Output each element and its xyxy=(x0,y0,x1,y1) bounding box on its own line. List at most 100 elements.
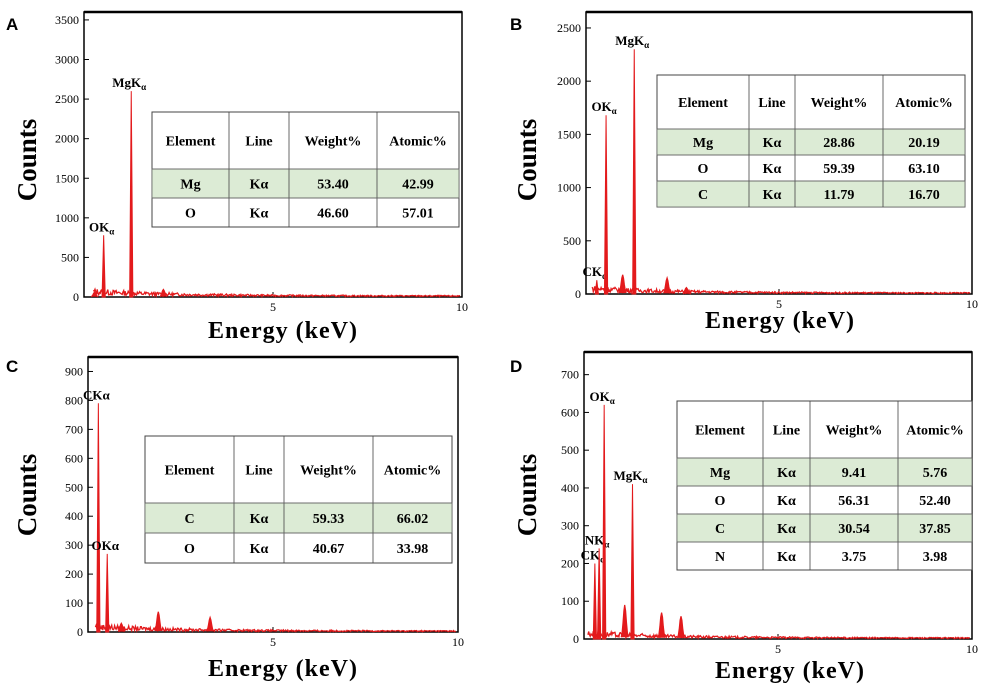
table-header: Element xyxy=(165,464,215,479)
peak-mark xyxy=(129,91,134,298)
table-cell: 3.75 xyxy=(842,550,867,565)
minor-peak xyxy=(657,612,666,638)
table-header: Element xyxy=(166,135,216,150)
y-axis-title: Counts xyxy=(12,454,42,537)
composition-table: Element Line Weight% Atomic% Mg Kα 53.40 42.99 O… xyxy=(151,111,460,228)
table-cell: Kα xyxy=(777,494,796,509)
peak-mark xyxy=(105,553,110,633)
table-cell: 16.70 xyxy=(908,188,940,203)
table-cell: Kα xyxy=(250,512,269,527)
table-cell: Kα xyxy=(763,188,782,203)
y-tick-label: 2500 xyxy=(557,21,581,35)
table-cell: 3.98 xyxy=(923,550,948,565)
y-tick-label: 0 xyxy=(573,632,579,646)
table-cell: 53.40 xyxy=(317,178,349,193)
x-tick-label: 10 xyxy=(452,635,464,649)
peak-label: CKα xyxy=(583,264,608,281)
peak-mark xyxy=(101,235,106,298)
y-tick-label: 600 xyxy=(65,451,83,465)
peak-label: OKα xyxy=(590,389,615,406)
minor-peak xyxy=(90,291,99,298)
table-header: Atomic% xyxy=(906,424,964,439)
y-tick-label: 300 xyxy=(65,538,83,552)
table-cell: 40.67 xyxy=(313,542,345,557)
x-axis-title: Energy (keV) xyxy=(208,656,358,682)
spectrum-baseline xyxy=(587,629,970,640)
table-cell: N xyxy=(715,550,725,565)
y-tick-label: 1000 xyxy=(55,211,79,225)
peak-mark xyxy=(632,49,637,295)
x-tick-label: 5 xyxy=(775,642,781,656)
table-cell: 9.41 xyxy=(842,466,867,481)
peak-label: CKα xyxy=(581,547,606,564)
peak-label: MgKα xyxy=(112,75,146,92)
y-tick-label: 100 xyxy=(65,596,83,610)
y-tick-label: 200 xyxy=(65,567,83,581)
minor-peak xyxy=(618,274,627,294)
x-tick-label: 5 xyxy=(270,300,276,314)
y-tick-label: 2000 xyxy=(557,74,581,88)
table-header: Element xyxy=(695,424,745,439)
panel-b: B 0 500 1000 1500 2000 2500 5 10 Counts Energy (ke… xyxy=(510,10,978,334)
y-tick-label: 3500 xyxy=(55,13,79,27)
table-header: Weight% xyxy=(305,135,362,150)
y-axis-title: Counts xyxy=(512,119,542,202)
table-cell: 11.79 xyxy=(824,188,855,203)
y-tick-label: 400 xyxy=(561,481,579,495)
peak-mark xyxy=(602,404,607,640)
peak-label: MgKα xyxy=(614,468,648,485)
y-axis-title: Counts xyxy=(512,454,542,537)
table-cell: Kα xyxy=(250,178,269,193)
peak-label: OKα xyxy=(91,538,119,553)
minor-peak xyxy=(682,286,691,295)
table-header: Line xyxy=(758,96,785,111)
y-tick-label: 700 xyxy=(561,368,579,382)
table-header: Element xyxy=(678,96,728,111)
table-cell: O xyxy=(185,207,196,222)
minor-peak xyxy=(206,615,214,632)
y-tick-label: 1000 xyxy=(557,181,581,195)
table-cell: Kα xyxy=(250,207,269,222)
table-header: Atomic% xyxy=(895,96,953,111)
x-axis-title: Energy (keV) xyxy=(208,318,358,344)
panel-a: A 0 500 1000 1500 2000 2500 3000 3500 5 10 Counts En… xyxy=(6,10,468,344)
x-tick-label: 5 xyxy=(270,635,276,649)
table-cell: Kα xyxy=(777,522,796,537)
y-tick-label: 2500 xyxy=(55,92,79,106)
composition-table: Element Line Weight% Atomic% C Kα 59.33 66.02 O K… xyxy=(144,435,453,564)
table-cell: 20.19 xyxy=(908,136,940,151)
y-tick-label: 500 xyxy=(65,480,83,494)
table-header: Line xyxy=(773,424,800,439)
x-tick-label: 10 xyxy=(966,297,978,311)
table-background xyxy=(144,435,453,564)
table-cell: Mg xyxy=(180,178,200,193)
table-cell: 28.86 xyxy=(823,136,855,151)
panel-label: D xyxy=(510,357,522,376)
y-tick-label: 400 xyxy=(65,509,83,523)
table-cell: 63.10 xyxy=(908,162,940,177)
peak-mark xyxy=(592,563,597,640)
table-cell: Mg xyxy=(710,466,730,481)
x-tick-label: 10 xyxy=(456,300,468,314)
table-cell: Mg xyxy=(693,136,713,151)
table-cell: O xyxy=(184,542,195,557)
minor-peak xyxy=(676,616,686,639)
spectrum-baseline xyxy=(591,285,971,296)
y-tick-label: 500 xyxy=(561,443,579,457)
table-cell: 59.39 xyxy=(823,162,855,177)
table-header: Line xyxy=(245,135,272,150)
table-cell: 5.76 xyxy=(923,466,948,481)
table-header: Weight% xyxy=(811,96,868,111)
x-tick-label: 5 xyxy=(776,297,782,311)
peak-label: OKα xyxy=(89,219,114,236)
minor-peak xyxy=(117,622,126,632)
peak-mark xyxy=(594,280,599,295)
table-cell: Kα xyxy=(763,136,782,151)
table-cell: 30.54 xyxy=(838,522,870,537)
table-cell: O xyxy=(698,162,709,177)
table-header: Weight% xyxy=(300,464,357,479)
x-axis-title: Energy (keV) xyxy=(715,658,865,684)
y-tick-label: 900 xyxy=(65,364,83,378)
composition-table: Element Line Weight% Atomic% Mg Kα 28.86 20.19 O… xyxy=(656,74,966,208)
y-tick-label: 0 xyxy=(77,625,83,639)
